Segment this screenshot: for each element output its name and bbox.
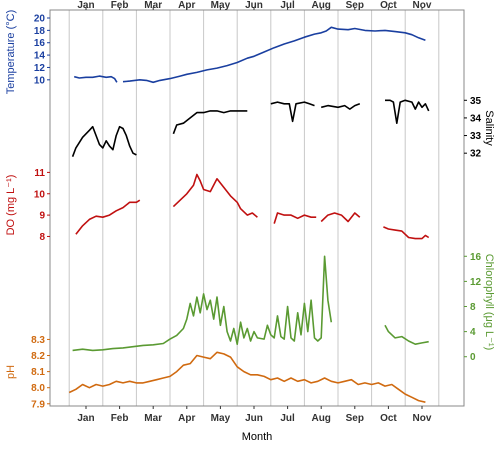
- y-tick-label: 9: [39, 211, 45, 222]
- x-tick-label-bottom: Apr: [178, 413, 195, 424]
- y-tick-label: 14: [34, 51, 46, 62]
- x-tick-label-bottom: Jun: [245, 413, 263, 424]
- panel-chlorophyll: 0 4 8 12 16 Chlorophyll (μg L⁻¹): [72, 252, 495, 363]
- x-tick-label-bottom: May: [211, 413, 231, 424]
- y-tick-label: 12: [470, 277, 482, 288]
- x-tick-label-top: May: [211, 0, 231, 11]
- y-axis-title: Salinity: [483, 110, 495, 146]
- x-tick-label-bottom: Feb: [111, 413, 129, 424]
- x-tick-label-top: Feb: [111, 0, 129, 11]
- y-tick-label: 10: [34, 75, 46, 86]
- x-axis: Jan Jan Feb Feb Mar Mar Apr Apr May May Jun Jun Jul J…: [77, 0, 431, 424]
- x-tick-label-top: Sep: [346, 0, 364, 11]
- x-tick-label-bottom: Oct: [380, 413, 397, 424]
- y-axis-title: DO (mg L⁻¹): [5, 175, 17, 236]
- y-axis-title: pH: [5, 365, 17, 379]
- y-tick-label: 11: [34, 168, 45, 179]
- x-tick-label-bottom: Nov: [413, 413, 432, 424]
- y-tick-label: 12: [34, 63, 46, 74]
- plot-border: [49, 9, 465, 407]
- y-tick-label: 32: [470, 149, 482, 160]
- x-tick-label-top: Jan: [77, 0, 94, 11]
- x-tick-label-bottom: Aug: [311, 413, 330, 424]
- x-tick-label-top: Aug: [311, 0, 330, 11]
- series-line: [385, 99, 430, 124]
- y-tick-label: 16: [34, 38, 46, 49]
- y-tick-label: 20: [34, 14, 46, 25]
- x-axis-label: Month: [242, 431, 273, 443]
- y-tick-label: 8.0: [31, 383, 45, 394]
- y-tick-label: 8: [470, 302, 476, 313]
- series-line: [270, 101, 315, 123]
- x-tick-label-top: Nov: [413, 0, 432, 11]
- x-tick-label-top: Mar: [144, 0, 162, 11]
- y-tick-label: 34: [470, 113, 482, 124]
- y-axis-title: Chlorophyll (μg L⁻¹): [483, 254, 495, 351]
- panel-do: 8 9 10 11 DO (mg L⁻¹): [5, 168, 430, 243]
- series-line: [172, 173, 258, 218]
- x-tick-label-top: Jun: [245, 0, 263, 11]
- plot-frame: [49, 9, 465, 407]
- y-tick-label: 8.1: [31, 367, 45, 378]
- y-tick-label: 8.2: [31, 351, 45, 362]
- series-line: [71, 125, 137, 157]
- month-gridlines: [68, 10, 440, 406]
- y-tick-label: 35: [470, 96, 482, 107]
- y-tick-label: 33: [470, 131, 482, 142]
- series-line: [74, 75, 118, 83]
- x-tick-label-bottom: Jul: [280, 413, 295, 424]
- y-tick-label: 4: [470, 327, 476, 338]
- series-line: [75, 199, 141, 235]
- x-tick-label-bottom: Mar: [144, 413, 162, 424]
- x-tick-label-top: Oct: [380, 0, 397, 11]
- y-axis-title: Temperature (°C): [5, 10, 17, 94]
- x-tick-label-bottom: Jan: [77, 413, 94, 424]
- series-line: [72, 255, 333, 352]
- y-tick-label: 7.9: [31, 399, 45, 410]
- series-line: [384, 324, 429, 345]
- y-tick-label: 0: [470, 352, 476, 363]
- panel-ph: 7.9 8.0 8.1 8.2 8.3 pH: [5, 335, 426, 410]
- series-line: [273, 212, 317, 224]
- series-line: [68, 351, 426, 403]
- x-tick-label-top: Jul: [280, 0, 295, 11]
- y-tick-label: 8.3: [31, 335, 45, 346]
- y-tick-label: 8: [39, 232, 45, 243]
- series-line: [383, 226, 430, 240]
- x-tick-label-top: Apr: [178, 0, 195, 11]
- series-line: [122, 26, 426, 84]
- y-tick-label: 16: [470, 252, 482, 263]
- series-line: [321, 103, 361, 110]
- x-tick-label-bottom: Sep: [346, 413, 364, 424]
- series-line: [172, 110, 248, 135]
- series-line: [320, 212, 361, 223]
- y-tick-label: 18: [34, 26, 46, 37]
- y-tick-label: 10: [34, 189, 46, 200]
